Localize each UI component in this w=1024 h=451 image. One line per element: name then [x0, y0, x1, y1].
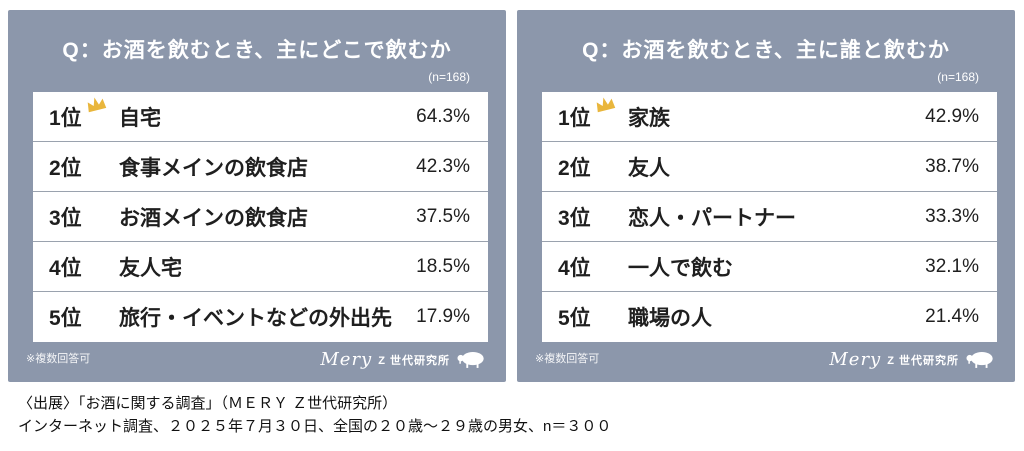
crown-icon	[87, 97, 107, 113]
rank-label: 4位	[558, 256, 591, 280]
percent-value: 21.4%	[925, 306, 979, 327]
table-row: 1位 自宅 64.3%	[33, 92, 488, 142]
crown-icon	[596, 97, 616, 113]
answer-label: 友人宅	[119, 256, 182, 280]
answer-label: 家族	[628, 106, 670, 130]
table-row: 4位 一人で飲む 32.1%	[542, 242, 997, 292]
answer-label: 旅行・イベントなどの外出先	[119, 307, 392, 330]
panel-with-whom-drink: Q：お酒を飲むとき、主に誰と飲むか (n=168) 1位 家族 42.9% 2位…	[517, 10, 1015, 382]
percent-value: 38.7%	[925, 155, 979, 177]
multiple-answers-note: ※複数回答可	[26, 353, 91, 365]
table-row: 2位 友人 38.7%	[542, 142, 997, 192]
rank-label: 3位	[49, 206, 82, 230]
sample-size-label: (n=168)	[428, 70, 470, 84]
sheep-icon	[966, 352, 993, 368]
percent-value: 33.3%	[925, 205, 979, 227]
multiple-answers-note: ※複数回答可	[535, 353, 600, 365]
answer-label: 自宅	[119, 106, 161, 130]
rank-label: 3位	[558, 206, 591, 230]
source-caption-line2: インターネット調査、２０２５年７月３０日、全国の２０歳～２９歳の男女、n＝３００	[18, 418, 612, 435]
percent-value: 42.3%	[416, 155, 470, 177]
percent-value: 32.1%	[925, 255, 979, 277]
answer-label: 恋人・パートナー	[628, 206, 796, 230]
mery-logo-script: Mery	[829, 349, 882, 370]
answer-label: 食事メインの飲食店	[119, 156, 308, 180]
sample-size-label: (n=168)	[937, 70, 979, 84]
table-row: 3位 恋人・パートナー 33.3%	[542, 192, 997, 242]
panel-title: Q：お酒を飲むとき、主にどこで飲むか	[62, 39, 452, 62]
rank-label: 5位	[558, 307, 591, 330]
mery-logo-text: Z 世代研究所	[378, 354, 450, 367]
table-row: 2位 食事メインの飲食店 42.3%	[33, 142, 488, 192]
panel-where-drink: Q：お酒を飲むとき、主にどこで飲むか (n=168) 1位 自宅 64.3% 2…	[8, 10, 506, 382]
ranking-table: 1位 自宅 64.3% 2位 食事メインの飲食店 42.3% 3位 お酒メインの…	[33, 92, 488, 342]
rank-label: 5位	[49, 307, 82, 330]
table-row: 3位 お酒メインの飲食店 37.5%	[33, 192, 488, 242]
percent-value: 37.5%	[416, 205, 470, 227]
answer-label: 一人で飲む	[628, 256, 733, 280]
ranking-table: 1位 家族 42.9% 2位 友人 38.7% 3位 恋人・パートナー 33.3…	[542, 92, 997, 342]
rank-label: 2位	[558, 156, 591, 180]
mery-logo: Mery Z 世代研究所	[320, 349, 486, 370]
answer-label: お酒メインの飲食店	[119, 206, 308, 230]
mery-logo-text: Z 世代研究所	[887, 354, 959, 367]
rank-label: 4位	[49, 256, 82, 280]
answer-label: 職場の人	[628, 307, 712, 330]
answer-label: 友人	[628, 156, 670, 180]
percent-value: 18.5%	[416, 255, 470, 277]
table-row: 5位 職場の人 21.4%	[542, 292, 997, 342]
table-row: 1位 家族 42.9%	[542, 92, 997, 142]
rank-label: 1位	[49, 106, 82, 130]
percent-value: 42.9%	[925, 105, 979, 127]
source-caption: 〈出展〉「お酒に関する調査」（ＭＥＲＹ Ｚ世代研究所） インターネット調査、２０…	[18, 392, 611, 438]
mery-logo-script: Mery	[320, 349, 373, 370]
rank-label: 2位	[49, 156, 82, 180]
source-caption-line1: 〈出展〉「お酒に関する調査」（ＭＥＲＹ Ｚ世代研究所）	[18, 395, 398, 412]
rank-label: 1位	[558, 106, 591, 130]
table-row: 5位 旅行・イベントなどの外出先 17.9%	[33, 292, 488, 342]
sheep-icon	[457, 352, 484, 368]
percent-value: 64.3%	[416, 105, 470, 127]
percent-value: 17.9%	[416, 306, 470, 327]
mery-logo: Mery Z 世代研究所	[829, 349, 995, 370]
table-row: 4位 友人宅 18.5%	[33, 242, 488, 292]
panel-title: Q：お酒を飲むとき、主に誰と飲むか	[582, 39, 950, 62]
